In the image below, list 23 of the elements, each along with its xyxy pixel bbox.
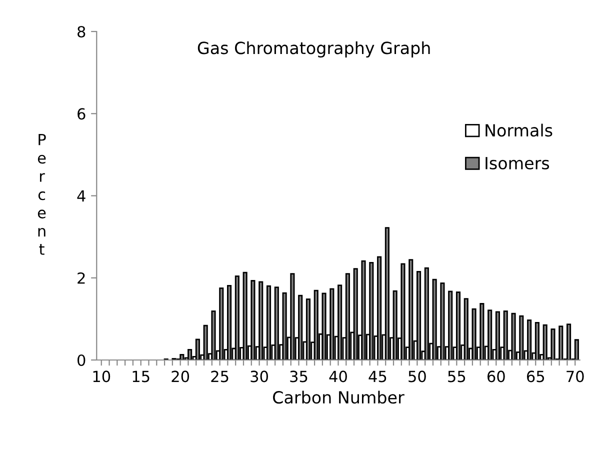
y-tick-label: 8 bbox=[78, 26, 86, 38]
x-tick-label: 40 bbox=[329, 370, 347, 382]
x-tick-label: 70 bbox=[566, 370, 584, 382]
x-tick-label: 55 bbox=[448, 370, 466, 382]
x-tick-label: 20 bbox=[172, 370, 190, 382]
text: Gas Chromatography Graph bbox=[198, 41, 430, 58]
x-tick-label: 60 bbox=[487, 370, 505, 382]
x-axis-title: Carbon Number bbox=[273, 390, 404, 404]
legend-label: Normals bbox=[486, 124, 552, 137]
x-tick-label: 65 bbox=[526, 370, 544, 382]
y-tick-label: 4 bbox=[77, 190, 86, 202]
x-tick-label: 45 bbox=[368, 370, 386, 382]
x-tick-label: 10 bbox=[93, 370, 110, 382]
x-tick-label: 15 bbox=[132, 370, 150, 382]
x-tick-label: 35 bbox=[290, 370, 308, 382]
y-tick-label: 2 bbox=[78, 272, 85, 284]
legend-label: Isomers bbox=[486, 157, 550, 170]
x-tick-label: 25 bbox=[211, 370, 228, 382]
x-tick-label: 30 bbox=[250, 370, 268, 382]
y-axis-title: Percent bbox=[38, 134, 46, 255]
y-tick-label: 0 bbox=[78, 354, 86, 366]
y-tick-label: 6 bbox=[78, 108, 86, 120]
x-tick-label: 50 bbox=[408, 370, 426, 382]
